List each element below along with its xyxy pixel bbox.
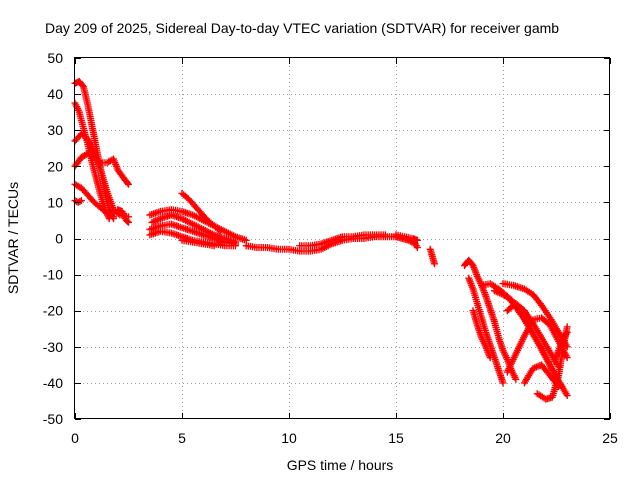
- x-tick-label: 15: [388, 430, 404, 446]
- data-point-markers: [71, 197, 85, 206]
- data-series-arc-17: [392, 231, 421, 244]
- x-axis-label: GPS time / hours: [287, 457, 394, 473]
- x-tick-label: 25: [602, 430, 618, 446]
- data-point-markers: [114, 206, 132, 226]
- data-series-arc-21: [469, 307, 494, 362]
- data-point-markers: [469, 307, 494, 362]
- plot-frame: [74, 57, 610, 419]
- y-tick-label: -50: [43, 411, 63, 427]
- data-point-markers: [426, 245, 438, 268]
- x-tick-labels: 0 5 10 15 20 25: [71, 430, 618, 446]
- y-tick-label: 40: [47, 86, 63, 102]
- data-series-arc-13: [178, 236, 218, 250]
- y-tick-label: 0: [55, 231, 63, 247]
- data-points: [71, 78, 571, 403]
- x-tick-label: 10: [281, 430, 297, 446]
- data-series-arc-18: [426, 245, 438, 268]
- data-point-markers: [178, 189, 224, 235]
- data-point-markers: [146, 220, 239, 248]
- y-tick-label: -40: [43, 375, 63, 391]
- y-tick-label: -10: [43, 267, 63, 283]
- y-tick-label: 10: [47, 194, 63, 210]
- y-tick-label: 20: [47, 158, 63, 174]
- data-point-markers: [178, 236, 218, 250]
- x-tick-label: 20: [495, 430, 511, 446]
- data-point-markers: [296, 231, 389, 250]
- data-point-markers: [550, 328, 571, 365]
- data-series-arc-10: [146, 220, 239, 248]
- chart-title: Day 209 of 2025, Sidereal Day-to-day VTE…: [45, 20, 559, 36]
- y-tick-label: -20: [43, 303, 63, 319]
- data-series-arc-29: [550, 328, 571, 365]
- y-tick-label: 30: [47, 122, 63, 138]
- x-tick-label: 0: [71, 430, 79, 446]
- y-axis-label: SDTVAR / TECUs: [5, 182, 21, 294]
- data-series-arc-15: [296, 231, 389, 250]
- y-tick-label: -30: [43, 339, 63, 355]
- data-series-arc-20: [465, 274, 507, 387]
- y-tick-labels: -50 -40 -30 -20 -10 0 10 20 30 40 50: [43, 50, 63, 427]
- data-point-markers: [465, 274, 507, 387]
- axis-ticks: [75, 58, 611, 420]
- y-tick-label: 50: [47, 50, 63, 66]
- x-tick-label: 5: [178, 430, 186, 446]
- data-point-markers: [392, 231, 421, 244]
- data-series-arc-7: [114, 206, 132, 226]
- data-series-arc-12: [178, 189, 224, 235]
- data-series-arc-6: [71, 197, 85, 206]
